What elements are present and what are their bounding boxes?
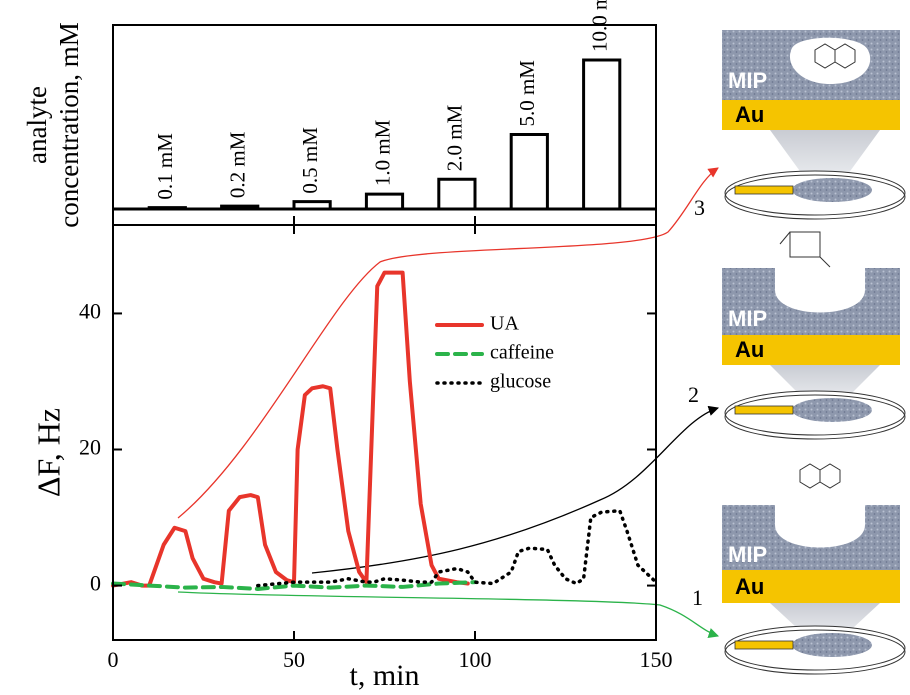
y-tick-label: 0 [90, 571, 101, 596]
data-label: 5.0 mM [515, 60, 539, 127]
legend-label: glucose [490, 371, 551, 393]
y-axis-label: concentration, mM [54, 22, 84, 227]
layer-label: Au [735, 337, 764, 362]
y-axis-label: ΔF, Hz [30, 408, 66, 497]
data-label: 1.0 mM [370, 119, 394, 186]
legend-label: UA [490, 313, 519, 335]
sensor: MIP Au [722, 463, 906, 675]
arrow [177, 591, 719, 638]
sensor-number: 1 [692, 585, 703, 610]
layer-label: MIP [728, 306, 767, 331]
sensor-number: 3 [694, 195, 705, 220]
layer-label: Au [735, 574, 764, 599]
sensor: MIP Au [722, 30, 906, 220]
data-label: 0.1 mM [153, 133, 177, 200]
frame [112, 224, 657, 641]
x-tick-label: 0 [108, 647, 119, 672]
x-tick-label: 150 [640, 647, 673, 672]
data-label: 0.5 mM [298, 127, 322, 194]
series-line [111, 270, 470, 588]
pulse [364, 192, 405, 210]
y-tick-label: 20 [79, 435, 101, 460]
series-line [256, 508, 658, 588]
sensor: MIP Au [722, 231, 906, 440]
y-tick-label: 40 [79, 298, 101, 323]
data-label: 0.2 mM [226, 131, 250, 198]
arrow [311, 405, 719, 574]
x-tick-label: 100 [459, 647, 492, 672]
x-axis-label: t, min [349, 659, 419, 692]
pulse [509, 133, 549, 210]
data-label: 10.0 mM [588, 0, 612, 52]
pulse [292, 200, 332, 210]
y-axis-label: analyte [22, 86, 52, 164]
arrow [177, 167, 719, 519]
series-line [111, 580, 477, 591]
pulse [437, 177, 477, 210]
x-tick-label: 50 [283, 647, 305, 672]
layer-label: Au [735, 102, 764, 127]
pulse [147, 206, 187, 210]
data-label: 2.0 mM [443, 104, 467, 171]
pulse [582, 58, 622, 210]
sensor-number: 2 [688, 382, 699, 407]
layer-label: MIP [728, 542, 767, 567]
legend-label: caffeine [490, 342, 554, 364]
layer-label: MIP [728, 68, 767, 93]
plot: 0.1 mM 0.2 mM 0.5 mM 1.0 mM 2.0 mM 5.0 mM 10.0… [22, 0, 672, 692]
pulse [220, 204, 260, 210]
